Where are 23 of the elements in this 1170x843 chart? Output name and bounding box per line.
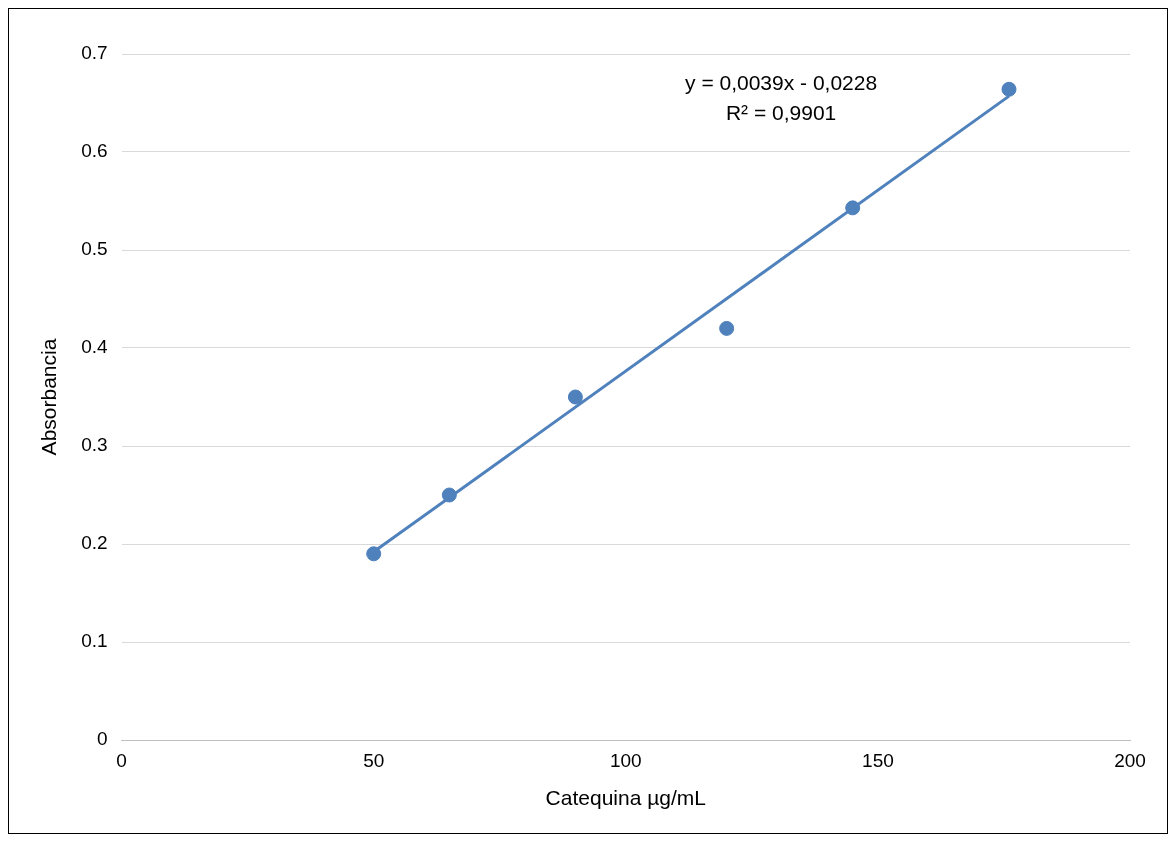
y-tick-label: 0 <box>97 728 108 750</box>
point <box>719 320 735 336</box>
x-tick-label: 200 <box>1114 749 1146 771</box>
x-axis-title: Catequina µg/mL <box>545 786 706 810</box>
point <box>845 200 861 216</box>
y-tick-label: 0.7 <box>81 42 108 64</box>
point <box>366 546 382 562</box>
x-tick-label: 50 <box>363 749 385 771</box>
x-tick-label: 100 <box>609 749 642 771</box>
annotation: R² = 0,9901 <box>725 100 837 124</box>
point <box>441 487 457 503</box>
y-tick-label: 0.1 <box>81 630 108 652</box>
y-axis-title: Absorbancia <box>37 338 61 456</box>
y-tick-label: 0.3 <box>81 434 108 456</box>
x-tick-label: 150 <box>862 749 894 771</box>
y-tick-label: 0.2 <box>81 532 108 554</box>
y-tick-label: 0.5 <box>81 238 108 260</box>
x-tick-label: 0 <box>116 749 127 771</box>
point <box>1001 81 1017 97</box>
point <box>567 389 583 405</box>
y-tick-label: 0.4 <box>81 336 109 358</box>
annotation: y = 0,0039x - 0,0228 <box>685 70 878 94</box>
y-tick-label: 0.6 <box>81 140 108 162</box>
